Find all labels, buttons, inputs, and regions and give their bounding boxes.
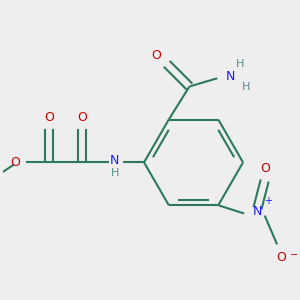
Text: H: H xyxy=(111,168,119,178)
Text: H: H xyxy=(236,59,244,69)
Text: N: N xyxy=(110,154,119,167)
Text: O: O xyxy=(152,49,161,62)
Text: O: O xyxy=(260,162,270,175)
Text: O: O xyxy=(77,110,87,124)
Text: +: + xyxy=(264,196,272,206)
Text: O: O xyxy=(44,110,54,124)
Text: −: − xyxy=(290,250,298,260)
Text: O: O xyxy=(11,156,20,169)
Text: H: H xyxy=(242,82,250,92)
Text: O: O xyxy=(276,251,286,264)
Text: N: N xyxy=(252,205,262,218)
Text: N: N xyxy=(226,70,235,83)
